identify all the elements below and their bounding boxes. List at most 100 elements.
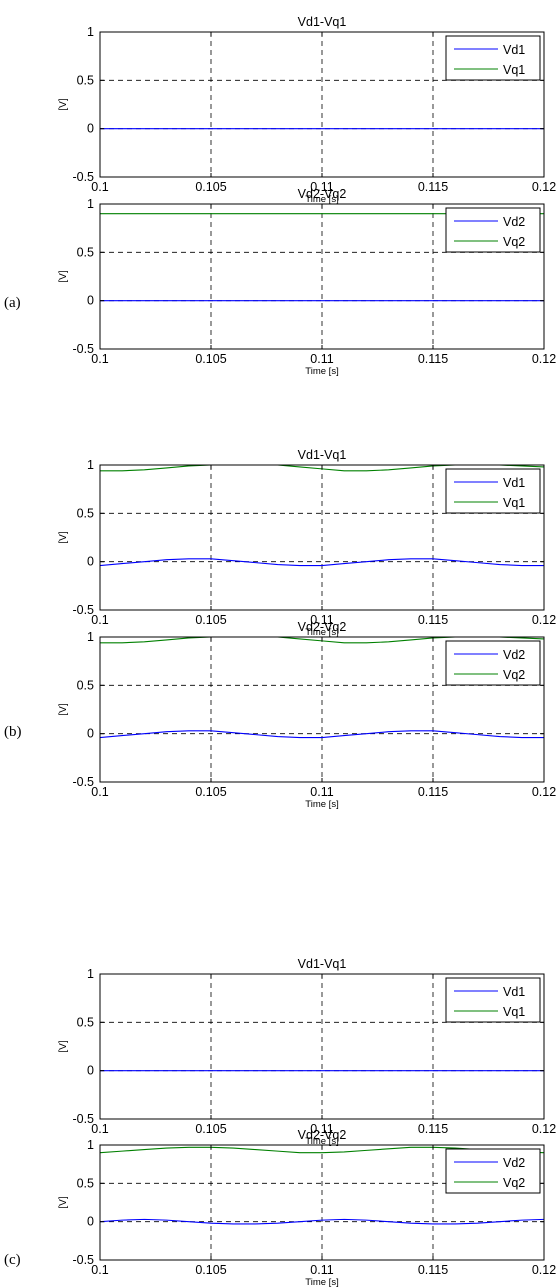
y-tick-label: 0.5: [77, 245, 94, 259]
legend-entry-vq2: Vq2: [503, 668, 525, 682]
x-axis-label: Time [s]: [305, 366, 338, 377]
y-tick-label: 0.5: [77, 506, 94, 520]
y-axis-label: [V]: [58, 703, 69, 715]
chart-title: Vd2-Vq2: [298, 620, 347, 634]
y-tick-label: 1: [87, 1138, 94, 1152]
y-tick-label: 0: [87, 555, 94, 569]
chart-title: Vd1-Vq1: [298, 15, 347, 29]
x-tick-label: 0.105: [195, 1263, 226, 1277]
chart-title: Vd1-Vq1: [298, 448, 347, 462]
chart-title: Vd2-Vq2: [298, 187, 347, 201]
x-tick-label: 0.12: [532, 613, 556, 627]
chart-2: Vd2-Vq2 0.1 0.105 0.11 0.115 0.12 -0.5 0 0.5 1 Tim…: [58, 187, 556, 377]
chart-3: Vd1-Vq1 0.1 0.105 0.11 0.115 0.12 -0.5 0 0.5 1 Tim…: [58, 448, 556, 638]
legend-box: [445, 35, 541, 81]
legend-entry-vd1: Vd1: [503, 985, 525, 999]
x-tick-label: 0.1: [91, 1263, 108, 1277]
legend-entry-vd2: Vd2: [503, 1156, 525, 1170]
y-tick-label: 0: [87, 727, 94, 741]
chart-4: Vd2-Vq2 0.1 0.105 0.11 0.115 0.12 -0.5 0 0.5 1 Tim…: [58, 620, 556, 810]
series-line-vd2: [99, 730, 544, 739]
x-axis-label: Time [s]: [305, 1136, 338, 1147]
legend-box: [445, 1148, 541, 1194]
legend-entry-vd2: Vd2: [503, 215, 525, 229]
y-axis-label: [V]: [58, 1196, 69, 1208]
y-tick-label: -0.5: [72, 170, 94, 184]
y-tick-label: 1: [87, 458, 94, 472]
x-tick-label: 0.1: [91, 613, 108, 627]
legend-entry-vq2: Vq2: [503, 1176, 525, 1190]
chart-6: Vd2-Vq2 0.1 0.105 0.11 0.115 0.12 -0.5 0 0.5 1 Tim…: [58, 1128, 556, 1287]
y-tick-label: -0.5: [72, 1112, 94, 1126]
x-tick-label: 0.115: [418, 1263, 448, 1277]
y-axis-label: [V]: [58, 531, 69, 543]
legend-entry-vq1: Vq1: [503, 63, 525, 77]
legend-entry-vd2: Vd2: [503, 648, 525, 662]
x-tick-label: 0.115: [418, 1122, 448, 1136]
chart-1: Vd1-Vq1 0.1 0.105 0.11 0.115 0.12 -0.5 0 0.5 1 Tim…: [58, 15, 556, 205]
x-axis-label: Time [s]: [305, 627, 338, 638]
legend-entry-vq2: Vq2: [503, 235, 525, 249]
x-axis-label: Time [s]: [305, 799, 338, 810]
y-tick-label: 0.5: [77, 1015, 94, 1029]
panel-label-b: (b): [4, 724, 22, 740]
y-tick-label: 0: [87, 294, 94, 308]
y-tick-label: 0: [87, 1215, 94, 1229]
x-tick-label: 0.105: [195, 785, 226, 799]
series-line-vd1: [99, 558, 544, 567]
panel-label-a: (a): [4, 295, 21, 311]
chart-title: Vd1-Vq1: [298, 957, 347, 971]
x-tick-label: 0.11: [310, 613, 333, 627]
x-tick-label: 0.11: [310, 1122, 333, 1136]
legend-entry-vq1: Vq1: [503, 1005, 525, 1019]
y-tick-label: -0.5: [72, 342, 94, 356]
x-axis-label: Time [s]: [305, 194, 338, 205]
legend-box: [445, 640, 541, 686]
y-axis-label: [V]: [58, 1040, 69, 1052]
y-tick-label: 1: [87, 630, 94, 644]
x-tick-label: 0.12: [532, 1263, 556, 1277]
x-tick-label: 0.105: [195, 613, 226, 627]
y-tick-label: 0.5: [77, 73, 94, 87]
y-tick-label: -0.5: [72, 1253, 94, 1267]
y-tick-label: 0: [87, 122, 94, 136]
x-tick-label: 0.12: [532, 785, 556, 799]
series-line-vd2: [99, 1218, 545, 1225]
x-tick-label: 0.11: [310, 352, 333, 366]
y-tick-label: 1: [87, 197, 94, 211]
x-tick-label: 0.12: [532, 352, 556, 366]
y-axis-label: [V]: [58, 270, 69, 282]
legend-box: [445, 468, 541, 514]
x-tick-label: 0.11: [310, 785, 333, 799]
x-tick-label: 0.105: [195, 1122, 226, 1136]
y-tick-label: 1: [87, 25, 94, 39]
x-tick-label: 0.1: [91, 352, 108, 366]
legend-entry-vd1: Vd1: [503, 43, 525, 57]
y-axis-label: [V]: [58, 98, 69, 110]
chart-5: Vd1-Vq1 0.1 0.105 0.11 0.115 0.12 -0.5 0 0.5 1 Tim…: [58, 957, 556, 1147]
y-tick-label: 0: [87, 1064, 94, 1078]
chart-title: Vd2-Vq2: [298, 1128, 347, 1142]
x-tick-label: 0.115: [418, 613, 448, 627]
x-tick-label: 0.12: [532, 180, 556, 194]
y-tick-label: 0.5: [77, 1176, 94, 1190]
legend-entry-vq1: Vq1: [503, 496, 525, 510]
x-tick-label: 0.115: [418, 785, 448, 799]
y-tick-label: -0.5: [72, 603, 94, 617]
y-tick-label: 0.5: [77, 678, 94, 692]
panel-label-c: (c): [4, 1252, 21, 1268]
y-tick-label: -0.5: [72, 775, 94, 789]
x-tick-label: 0.1: [91, 1122, 108, 1136]
x-tick-label: 0.11: [310, 180, 333, 194]
x-tick-label: 0.1: [91, 180, 108, 194]
x-tick-label: 0.115: [418, 352, 448, 366]
x-tick-label: 0.115: [418, 180, 448, 194]
x-tick-label: 0.1: [91, 785, 108, 799]
